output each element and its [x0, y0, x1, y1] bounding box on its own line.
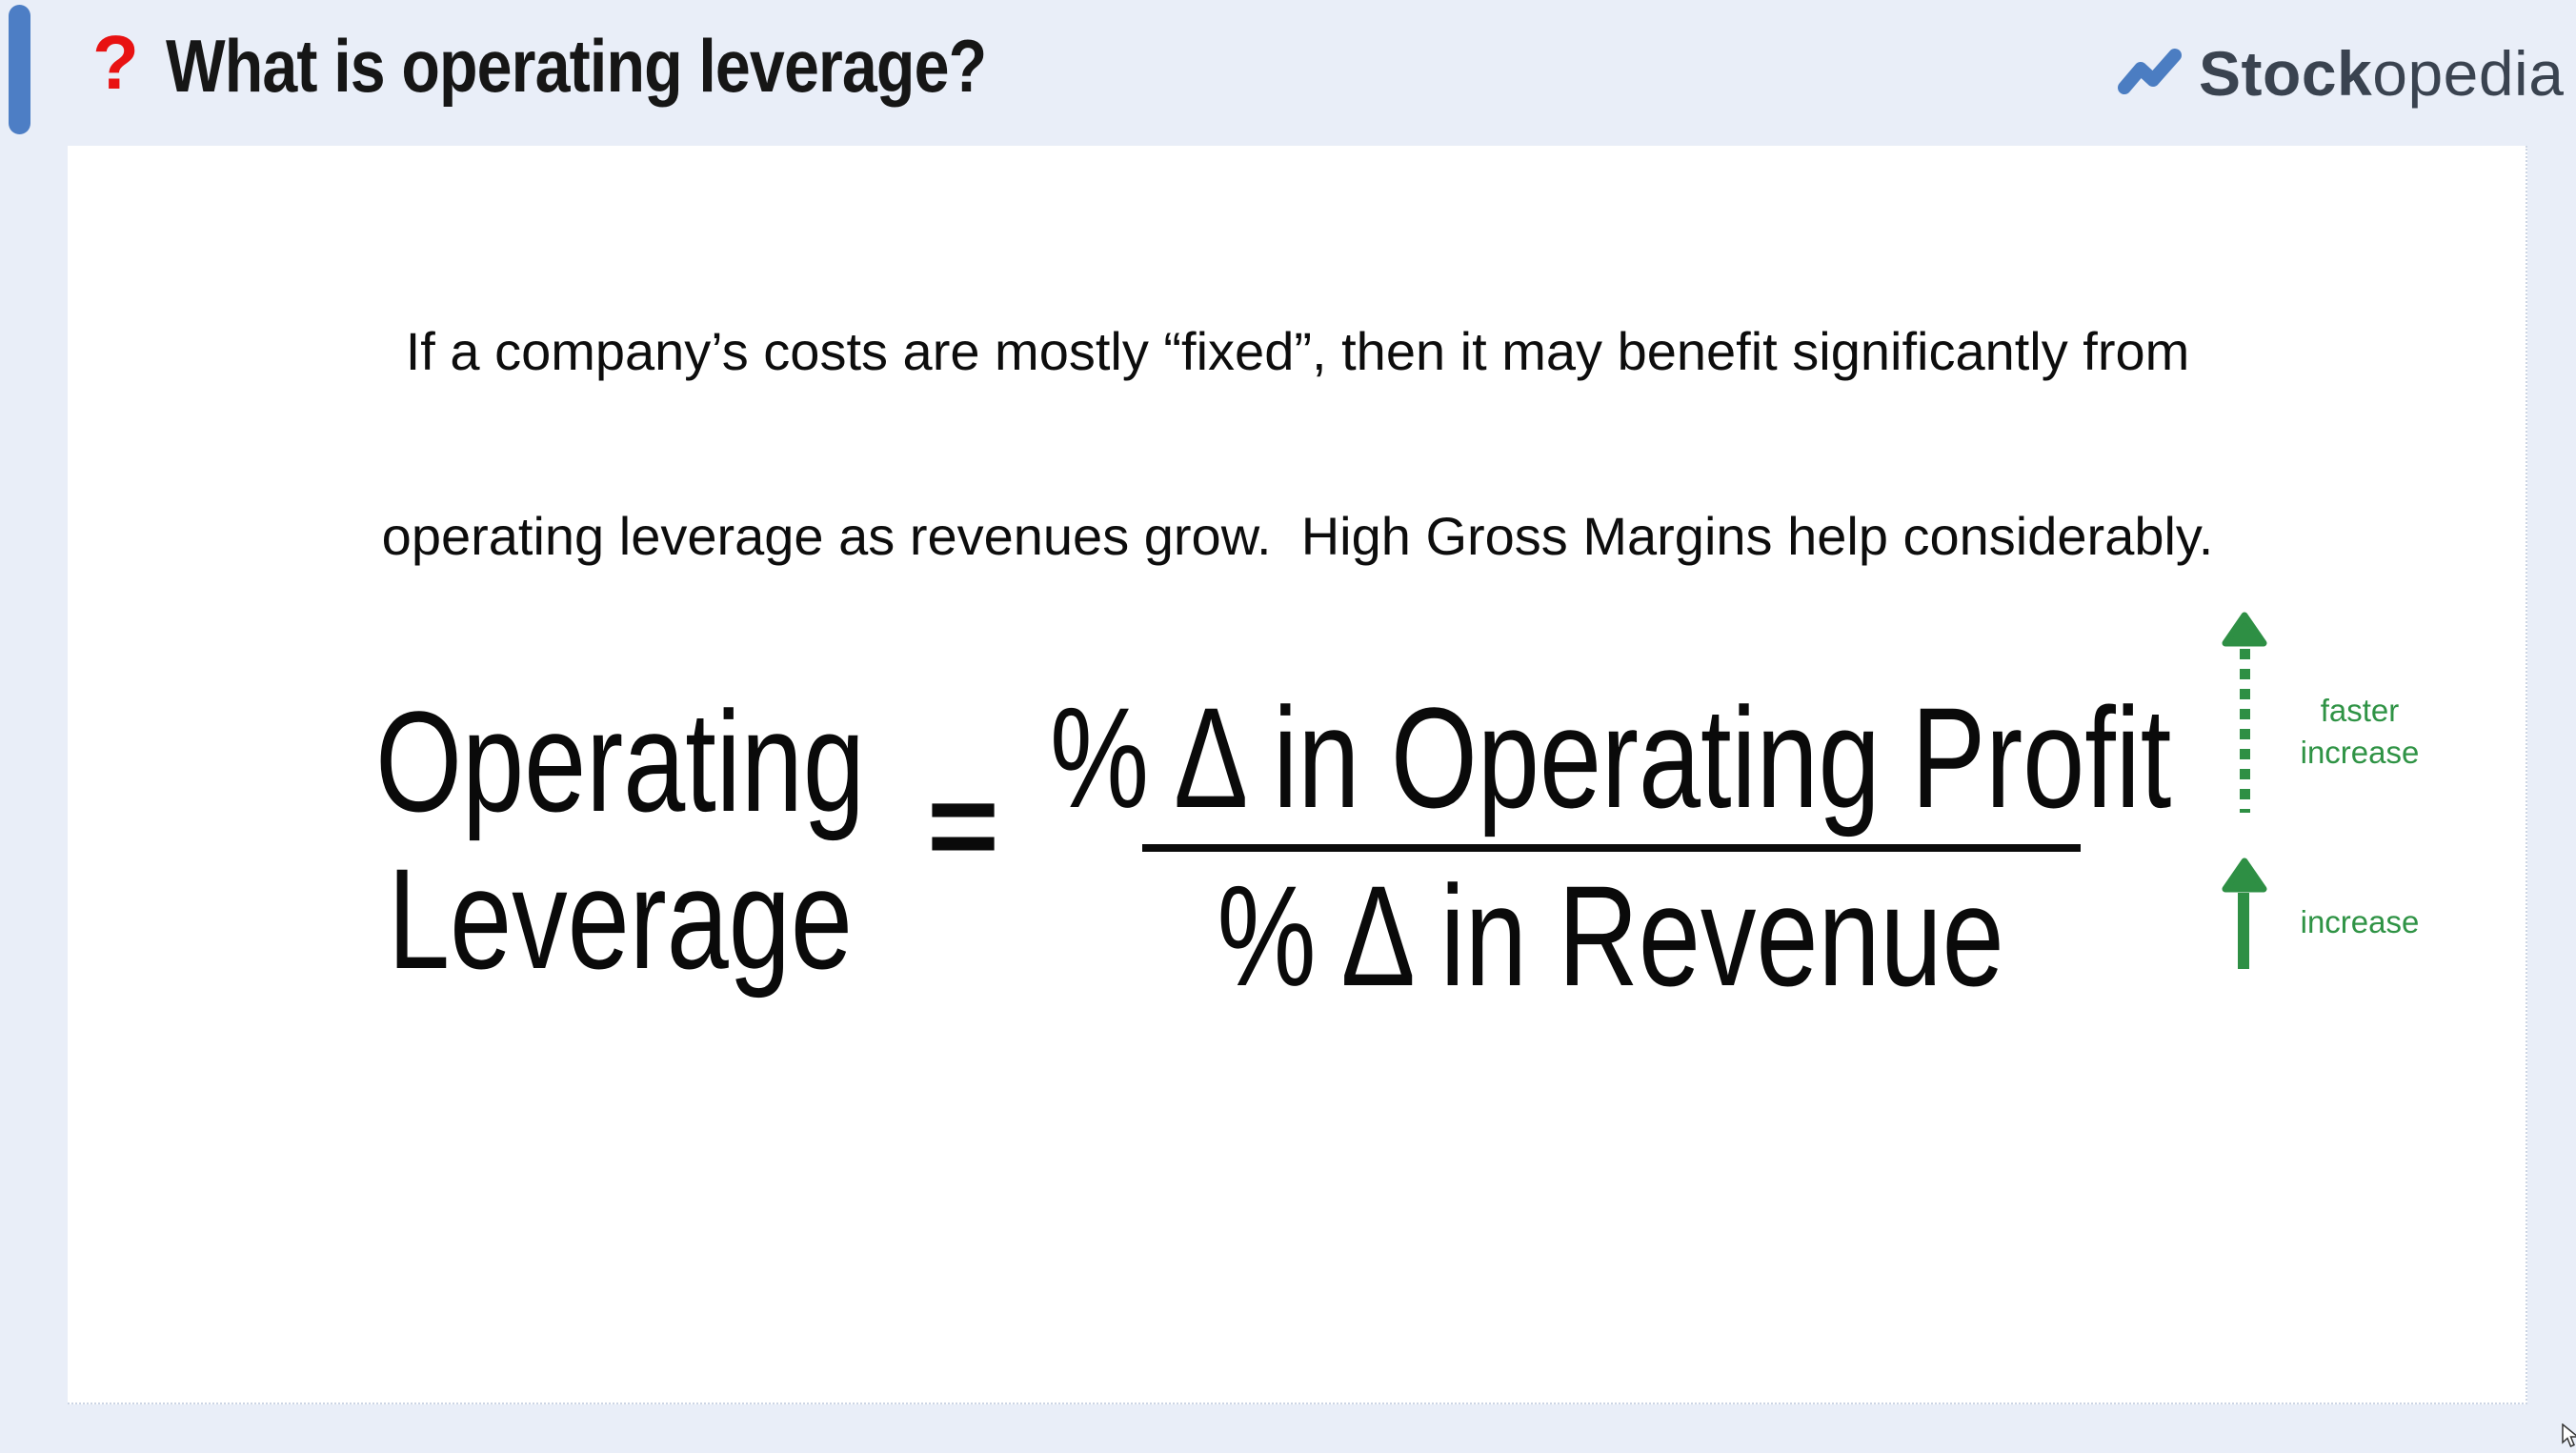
- increase-label: increase: [2300, 904, 2420, 939]
- formula-lhs: Operating Leverage: [375, 683, 866, 998]
- dashed-arrow-head-icon: [2222, 612, 2267, 647]
- page-title: What is operating leverage?: [166, 24, 987, 108]
- mouse-cursor-icon: [2561, 1423, 2576, 1453]
- equals-sign: =: [927, 756, 999, 895]
- selection-edge-right: [2526, 146, 2527, 1404]
- intro-paragraph: If a company’s costs are mostly “fixed”,…: [68, 305, 2527, 582]
- logo-text-bold: Stock: [2199, 38, 2373, 109]
- dashed-arrow-shaft: [2240, 649, 2250, 813]
- fraction-numerator: % Δ in Operating Profit: [1050, 677, 2172, 837]
- solid-arrow-head-icon: [2222, 858, 2267, 893]
- formula-lhs-line2: Leverage: [388, 838, 853, 999]
- faster-increase-label: faster increase: [2300, 693, 2420, 770]
- selection-edge-bottom: [68, 1403, 2527, 1404]
- formula-fraction: % Δ in Operating Profit % Δ in Revenue: [973, 679, 2249, 1015]
- logo-wordmark: Stockopedia: [2199, 42, 2564, 105]
- header-accent-bar: [9, 5, 30, 134]
- fraction-denominator: % Δ in Revenue: [1217, 856, 2005, 1016]
- content-card: If a company’s costs are mostly “fixed”,…: [68, 146, 2527, 1404]
- fraction-bar: [1141, 844, 2081, 852]
- formula-lhs-line1: Operating: [375, 681, 865, 841]
- stockopedia-logo: Stockopedia: [2117, 42, 2564, 105]
- intro-line-2: operating leverage as revenues grow. Hig…: [381, 506, 2214, 566]
- intro-line-1: If a company’s costs are mostly “fixed”,…: [405, 321, 2190, 381]
- logo-zigzag-icon: [2117, 48, 2184, 99]
- solid-arrow-shaft: [2238, 893, 2249, 969]
- logo-text-light: opedia: [2372, 38, 2565, 109]
- question-mark-icon: ?: [92, 20, 139, 105]
